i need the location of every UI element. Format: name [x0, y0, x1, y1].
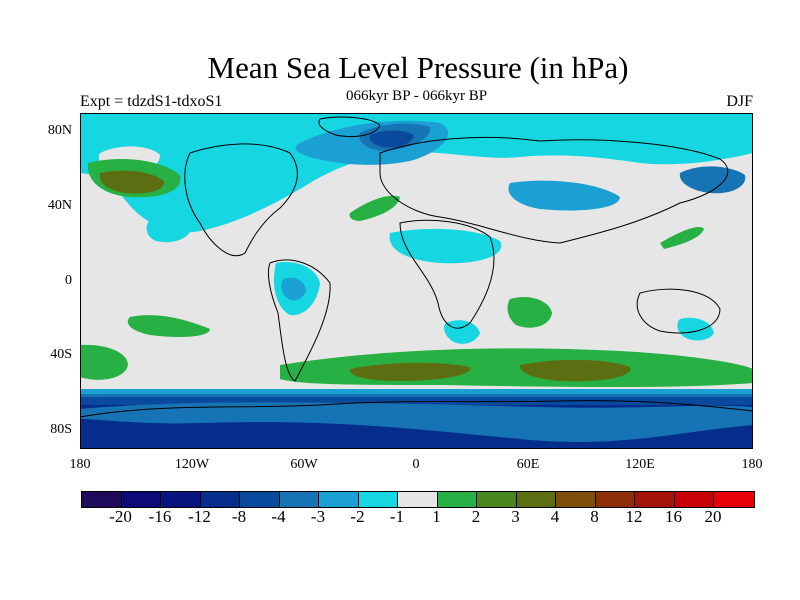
- lon-label-120w: 120W: [174, 457, 210, 472]
- west-pacific-green: [660, 226, 704, 249]
- colorbar-cell: [200, 492, 240, 507]
- colorbar-cell: [121, 492, 161, 507]
- map-frame: [80, 113, 753, 449]
- colorbar-cell: [279, 492, 319, 507]
- colorbar-tick-label: -4: [271, 507, 286, 526]
- azores-high: [349, 195, 400, 221]
- east-pacific-low: [146, 216, 192, 243]
- colorbar-tick-label: -12: [188, 507, 211, 526]
- australia-low: [677, 317, 714, 341]
- colorbar-cell: [556, 492, 596, 507]
- lat-label-80n: 80N: [47, 123, 72, 138]
- south-america-low-core: [281, 277, 306, 301]
- south-america-outline: [267, 259, 331, 382]
- season-label: DJF: [726, 93, 753, 110]
- page-title: Mean Sea Level Pressure (in hPa): [207, 50, 629, 85]
- colorbar-tick-label: -8: [231, 507, 247, 526]
- colorbar-cell: [358, 492, 398, 507]
- lon-label-60w: 60W: [290, 457, 318, 472]
- lon-label-60e: 60E: [516, 457, 540, 472]
- lat-label-40n: 40N: [47, 198, 72, 213]
- greenland-outline: [318, 116, 381, 138]
- colorbar: [81, 491, 755, 508]
- colorbar-cell: [82, 492, 122, 507]
- colorbar-tick-label: 1: [432, 507, 441, 526]
- colorbar-cell: [674, 492, 714, 507]
- pressure-map: [80, 113, 753, 449]
- northern-low-cyan: [80, 113, 753, 233]
- colorbar-tick-label: 3: [511, 507, 520, 526]
- lat-label-0: 0: [65, 273, 72, 288]
- icelandic-low-core: [369, 130, 414, 148]
- coastlines: [80, 116, 753, 418]
- colorbar-tick-label: 12: [625, 507, 643, 526]
- colorbar-tick-label: -2: [350, 507, 365, 526]
- map-canvas: [80, 113, 753, 449]
- southern-ocean-band-3-lobe: [80, 402, 753, 442]
- siberian-low: [508, 180, 620, 211]
- colorbar-tick-label: 20: [704, 507, 722, 526]
- period-label: 066kyr BP - 066kyr BP: [345, 88, 488, 104]
- lat-label-80s: 80S: [50, 422, 72, 437]
- north-africa-low: [389, 228, 502, 264]
- antarctica-outline: [80, 400, 753, 418]
- colorbar-cell: [516, 492, 556, 507]
- aleutian-low: [679, 166, 746, 194]
- south-indian-high-core: [519, 359, 631, 382]
- colorbar-tick-label: -3: [310, 507, 326, 526]
- lat-label-40s: 40S: [50, 347, 72, 362]
- lon-label-0: 0: [412, 457, 420, 472]
- colorbar-cell: [161, 492, 201, 507]
- colorbar-cell: [398, 492, 438, 507]
- africa-outline: [399, 219, 495, 329]
- lon-label-180e: 180: [741, 457, 763, 472]
- colorbar-tick-label: 4: [550, 507, 560, 526]
- colorbar-cell: [240, 492, 280, 507]
- australia-outline: [636, 288, 721, 334]
- colorbar-cell: [477, 492, 517, 507]
- south-africa-low: [444, 320, 480, 344]
- south-pacific-green: [127, 315, 210, 337]
- south-pacific-high: [80, 344, 128, 380]
- colorbar-tick-label: 2: [471, 507, 481, 526]
- southern-high-band: [280, 348, 753, 387]
- mascarene-high: [507, 296, 552, 328]
- colorbar-tick-label: 16: [665, 507, 682, 526]
- colorbar-cell: [319, 492, 359, 507]
- colorbar-cell: [437, 492, 477, 507]
- lon-label-180w: 180: [69, 457, 91, 472]
- colorbar-tick-label: -20: [109, 507, 132, 526]
- southern-ocean-band-2: [80, 389, 753, 394]
- north-america-outline: [184, 143, 298, 257]
- north-pacific-high-core: [99, 170, 165, 194]
- colorbar-cell: [635, 492, 675, 507]
- colorbar-cell: [714, 492, 754, 507]
- colorbar-tick-label: 8: [590, 507, 599, 526]
- colorbar-tick-label: -1: [389, 507, 405, 526]
- south-atlantic-high-core: [349, 362, 471, 381]
- eurasia-outline: [379, 136, 729, 244]
- lon-label-120e: 120E: [625, 457, 655, 472]
- experiment-label: Expt = tdzdS1-tdxoS1: [80, 93, 223, 110]
- colorbar-cell: [595, 492, 635, 507]
- colorbar-tick-label: -16: [148, 507, 172, 526]
